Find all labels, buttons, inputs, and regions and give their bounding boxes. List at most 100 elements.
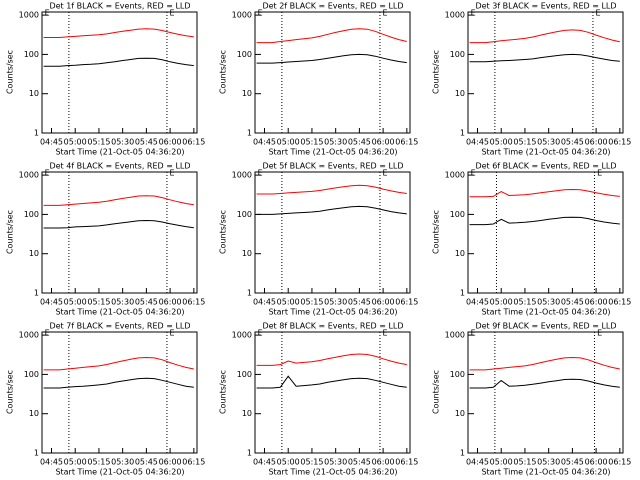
x-tick-label: 05:15 [300,458,323,467]
y-tick-label: 1000 [232,331,252,340]
x-tick-label: 05:15 [87,298,110,307]
x-tick-label: 06:15 [608,138,631,147]
y-tick-label: 1000 [232,171,252,180]
plot-frame [254,331,411,454]
chart-panel: Det 8f BLACK = Events, RED = LLD Counts/s… [219,322,419,477]
x-tick-label: 05:15 [300,298,323,307]
chart-panel: Det 5f BLACK = Events, RED = LLD Counts/s… [219,162,419,317]
annotation: E [45,9,50,18]
x-tick-label: 04:45 [253,458,276,467]
plot-frame [41,11,198,134]
x-tick-label: 05:15 [513,298,536,307]
x-tick-label: 05:00 [490,138,513,147]
y-tick-label: 1 [460,289,465,298]
y-tick-label: 1 [247,129,252,138]
y-tick-label: 1000 [19,331,39,340]
annotation: E [258,9,263,18]
x-tick-label: 05:30 [324,298,347,307]
x-tick-label: 05:45 [561,298,584,307]
plot-frame [254,171,411,294]
annotation: E [45,329,50,338]
y-tick-label: 100 [24,50,39,59]
y-tick-label: 1 [34,449,39,458]
y-tick-label: 100 [237,210,252,219]
x-tick-label: 05:00 [277,298,300,307]
x-tick-label: 05:30 [537,458,560,467]
x-tick-label: 04:45 [40,458,63,467]
x-tick-label: 05:00 [490,458,513,467]
chart-title: Det 9f BLACK = Events, RED = LLD [475,322,616,331]
plot-frame [254,11,411,134]
annotation: E [597,169,602,178]
x-tick-label: 06:15 [395,298,418,307]
x-tick-label: 06:15 [608,458,631,467]
x-tick-label: 05:15 [87,458,110,467]
y-tick-label: 10 [29,249,39,258]
annotation: E [383,9,388,18]
series-line [256,375,407,389]
y-tick-label: 100 [450,210,465,219]
x-tick-label: 05:00 [277,138,300,147]
chart-title: Det 8f BLACK = Events, RED = LLD [262,322,403,331]
x-tick-label: 06:00 [159,458,182,467]
annotation: E [383,329,388,338]
series-line [469,29,620,44]
x-tick-label: 05:00 [64,298,87,307]
series-line [256,353,407,366]
y-tick-label: 10 [455,409,465,418]
x-tick-label: 04:45 [466,458,489,467]
series-line [43,195,194,206]
series-line [256,28,407,44]
x-tick-label: 04:45 [466,298,489,307]
series-line [43,377,194,389]
x-tick-label: 05:00 [64,458,87,467]
x-tick-label: 06:15 [608,298,631,307]
chart-panel: Det 3f BLACK = Events, RED = LLD Counts/s… [432,2,632,157]
chart-panel: Det 7f BLACK = Events, RED = LLD Counts/s… [6,322,206,477]
y-tick-label: 10 [242,249,252,258]
x-tick-label: 05:45 [561,138,584,147]
y-tick-label: 1000 [19,11,39,20]
y-tick-label: 1 [247,289,252,298]
x-tick-label: 05:45 [348,458,371,467]
y-axis-label: Counts/sec [219,210,228,254]
chart-title: Det 3f BLACK = Events, RED = LLD [475,2,616,11]
y-tick-label: 10 [29,89,39,98]
x-tick-label: 05:45 [561,458,584,467]
plot-frame [467,11,624,134]
y-tick-label: 10 [242,409,252,418]
chart-title: Det 4f BLACK = Events, RED = LLD [49,162,190,171]
y-axis-label: Counts/sec [219,50,228,94]
y-axis-label: Counts/sec [6,370,15,414]
x-axis-label: Start Time (21-Oct-05 04:36:20) [268,468,397,477]
chart-title: Det 2f BLACK = Events, RED = LLD [262,2,403,11]
x-axis-label: Start Time (21-Oct-05 04:36:20) [481,468,610,477]
x-tick-label: 05:15 [300,138,323,147]
annotation: E [471,169,476,178]
series-line [43,219,194,229]
plot-frame [41,331,198,454]
x-tick-label: 06:00 [585,138,608,147]
y-tick-label: 1 [34,289,39,298]
series-line [43,356,194,371]
x-tick-label: 04:45 [40,298,63,307]
x-tick-label: 05:30 [537,138,560,147]
x-tick-label: 05:00 [277,458,300,467]
annotation: E [383,169,388,178]
series-line [469,216,620,226]
x-tick-label: 06:00 [159,298,182,307]
series-line [43,28,194,38]
x-tick-label: 06:00 [372,138,395,147]
x-tick-label: 04:45 [466,138,489,147]
x-axis-label: Start Time (21-Oct-05 04:36:20) [55,148,184,157]
y-tick-label: 100 [237,50,252,59]
y-axis-label: Counts/sec [432,50,441,94]
y-tick-label: 1 [460,129,465,138]
x-tick-label: 05:15 [513,138,536,147]
y-axis-label: Counts/sec [432,210,441,254]
chart-panel: Det 1f BLACK = Events, RED = LLD Counts/s… [6,2,206,157]
x-tick-label: 06:00 [372,458,395,467]
annotation: E [258,169,263,178]
y-tick-label: 100 [24,370,39,379]
y-axis-label: Counts/sec [6,50,15,94]
